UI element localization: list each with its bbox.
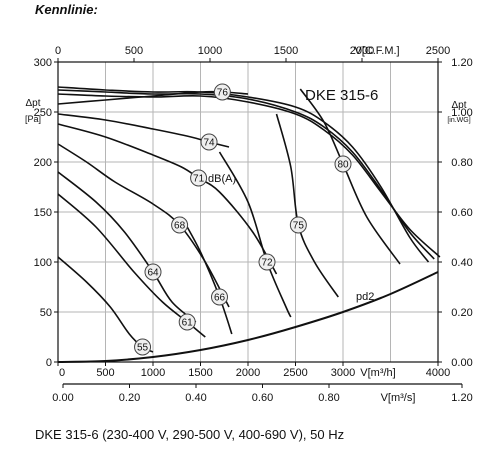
x-tick-label: 1000: [141, 367, 165, 379]
right-tick-label: 0.80: [451, 157, 472, 169]
x-tick-label: 0: [59, 367, 65, 379]
isoline-label: 74: [203, 138, 215, 149]
isoline-label-circle: [289, 216, 307, 234]
isoline-label-circle: [258, 253, 276, 271]
bottom2-tick-label: 0.40: [185, 392, 206, 404]
y-tick-label: 200: [34, 157, 52, 169]
isoline-label: 76: [217, 88, 229, 99]
isoline-80db: [299, 88, 401, 265]
bottom2-tick-label: 0.00: [52, 392, 73, 404]
y-tick-label: 250: [34, 107, 52, 119]
x-tick-label: 3000: [331, 367, 355, 379]
bottom2-tick-label: 0.20: [119, 392, 140, 404]
isoline-label: 55: [137, 343, 149, 354]
isoline-label-circle: [334, 155, 352, 173]
isoline-71db: [57, 123, 278, 275]
isoline-label-circle: [134, 338, 152, 356]
right-tick-label: 0.40: [451, 257, 472, 269]
fan-curve-3: [57, 93, 441, 258]
x-tick-label: 2000: [236, 367, 260, 379]
isoline-label-circle: [190, 169, 208, 187]
y-axis-label: Δpt: [25, 98, 40, 109]
y-tick-label: 100: [34, 257, 52, 269]
x-tick-label: 500: [96, 367, 114, 379]
x-tick-label: 2500: [283, 367, 307, 379]
top-tick-label: 1000: [198, 45, 222, 57]
right-tick-label: 0.00: [451, 357, 472, 369]
heading: Kennlinie:: [35, 2, 98, 17]
isoline-label: 66: [214, 293, 226, 304]
right-tick-label: 1.20: [451, 57, 472, 69]
isoline-label-circle: [171, 216, 189, 234]
x-tick-label: 4000: [426, 367, 450, 379]
isoline-label: 61: [182, 318, 194, 329]
bottom2-tick-label: 0.80: [318, 392, 339, 404]
chart-title: DKE 315-6: [305, 87, 378, 104]
isoline-75db: [275, 113, 339, 298]
y-tick-label: 50: [40, 307, 52, 319]
isoline-label-circle: [211, 288, 228, 306]
isoline-label: 64: [147, 268, 159, 279]
y-tick-label: 150: [34, 207, 52, 219]
right-tick-label: 1.00: [451, 107, 472, 119]
top-tick-label: 1500: [274, 45, 298, 57]
system-curve: [57, 271, 439, 363]
right-axis-label: Δpt: [451, 100, 466, 111]
isoline-label-circle: [144, 263, 162, 281]
top-axis-label: V[C.F.M.]: [354, 45, 399, 57]
right-tick-label: 0.20: [451, 307, 472, 319]
isoline-label-circle: [200, 133, 218, 151]
top-tick-label: 2500: [426, 45, 450, 57]
y-tick-label: 300: [34, 57, 52, 69]
system-curve-label: pd2: [356, 291, 374, 303]
right-axis-unit: [in.WG]: [447, 117, 470, 124]
isoline-label: 71: [193, 174, 205, 185]
bottom2-tick-label: 0.60: [252, 392, 273, 404]
isoline-label: 75: [293, 221, 305, 232]
isoline-label: 68: [174, 221, 186, 232]
x-axis-label: V[m³/h]: [360, 367, 395, 379]
isoline-label-circle: [213, 83, 231, 101]
caption: DKE 315-6 (230-400 V, 290-500 V, 400-690…: [35, 427, 345, 442]
top-tick-label: 0: [55, 45, 61, 57]
isoline-label-circle: [178, 313, 196, 331]
x-tick-label: 1500: [188, 367, 212, 379]
bottom2-tick-label: 1.20: [451, 392, 472, 404]
isoline-64db: [57, 171, 197, 323]
isoline-66db: [180, 216, 233, 335]
isoline-label: 80: [337, 160, 349, 171]
dba-unit-label: dB(A): [208, 173, 236, 185]
top-tick-label: 2000: [350, 45, 374, 57]
fan-curve-1: [57, 86, 430, 263]
bottom2-axis-label: V[m³/s]: [381, 392, 416, 404]
y-axis-unit: [Pa]: [25, 114, 41, 124]
isoline-label: 72: [261, 258, 273, 269]
y-tick-label: 0: [46, 357, 52, 369]
top-tick-label: 500: [125, 45, 143, 57]
right-tick-label: 0.60: [451, 207, 472, 219]
